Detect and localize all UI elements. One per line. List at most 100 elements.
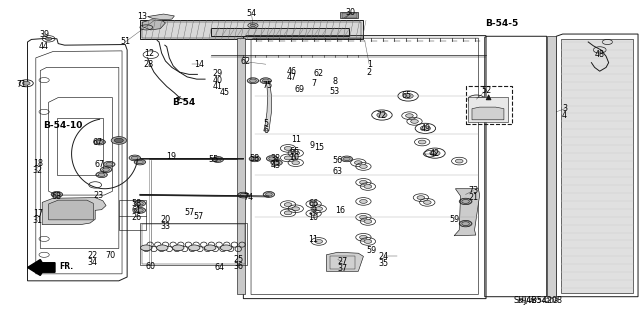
Text: 26: 26 <box>131 213 141 222</box>
Bar <box>466 86 511 124</box>
Text: 24: 24 <box>379 252 389 261</box>
Polygon shape <box>143 20 166 30</box>
Text: 10: 10 <box>289 153 300 162</box>
Circle shape <box>45 37 52 41</box>
Circle shape <box>136 202 143 205</box>
Circle shape <box>417 196 425 199</box>
Circle shape <box>315 240 323 243</box>
Circle shape <box>424 200 431 204</box>
Text: 49: 49 <box>420 124 431 133</box>
Text: 9: 9 <box>311 206 316 215</box>
Circle shape <box>360 215 367 219</box>
Text: 69: 69 <box>294 85 305 94</box>
Text: 15: 15 <box>314 143 324 152</box>
Text: 11: 11 <box>308 235 319 244</box>
Bar <box>342 13 357 18</box>
Bar <box>143 22 361 38</box>
Text: 74: 74 <box>243 193 253 202</box>
Text: 47: 47 <box>286 73 296 82</box>
Bar <box>547 36 556 297</box>
Circle shape <box>98 173 105 176</box>
Text: 51: 51 <box>120 38 131 47</box>
Polygon shape <box>454 189 479 236</box>
Circle shape <box>360 165 367 168</box>
Text: 57: 57 <box>184 208 194 217</box>
Circle shape <box>292 151 300 155</box>
Circle shape <box>284 211 292 215</box>
Text: 2: 2 <box>367 68 372 77</box>
Text: 73: 73 <box>468 186 478 195</box>
Text: 46: 46 <box>286 67 296 76</box>
Text: 20: 20 <box>161 215 170 224</box>
Circle shape <box>456 159 463 163</box>
Text: 54: 54 <box>246 9 257 18</box>
Text: 22: 22 <box>87 251 97 260</box>
Text: SHJ4B54208: SHJ4B54208 <box>514 296 563 305</box>
Circle shape <box>315 207 323 211</box>
Polygon shape <box>326 252 364 271</box>
Text: 30: 30 <box>346 8 356 17</box>
Circle shape <box>310 202 317 206</box>
Text: B-54-10: B-54-10 <box>44 121 83 130</box>
Circle shape <box>344 157 350 160</box>
Text: 6: 6 <box>263 126 268 135</box>
Circle shape <box>364 185 372 189</box>
Bar <box>57 118 103 175</box>
Text: 14: 14 <box>194 60 204 69</box>
Text: 58: 58 <box>131 199 141 208</box>
Bar <box>140 223 247 265</box>
Text: 3: 3 <box>562 104 567 113</box>
Text: 11: 11 <box>291 135 301 144</box>
Text: 8: 8 <box>332 77 337 86</box>
Text: 48: 48 <box>595 49 605 59</box>
Text: 28: 28 <box>144 60 154 69</box>
Text: 59: 59 <box>366 246 376 255</box>
Circle shape <box>273 161 280 164</box>
Bar <box>140 20 364 40</box>
Polygon shape <box>28 260 55 275</box>
Ellipse shape <box>469 98 492 107</box>
Text: 62: 62 <box>240 57 250 66</box>
Circle shape <box>157 245 168 251</box>
Text: 58: 58 <box>250 154 260 163</box>
Text: 33: 33 <box>161 222 170 231</box>
Circle shape <box>188 245 200 251</box>
Circle shape <box>266 193 273 196</box>
Circle shape <box>250 79 257 82</box>
Circle shape <box>136 209 143 212</box>
Circle shape <box>106 163 113 166</box>
Text: 75: 75 <box>262 81 273 90</box>
Text: 19: 19 <box>166 152 176 161</box>
Circle shape <box>403 93 413 99</box>
Text: 63: 63 <box>333 167 343 176</box>
Circle shape <box>115 138 124 143</box>
Text: 66: 66 <box>289 147 300 156</box>
Bar <box>561 39 633 293</box>
Text: 65: 65 <box>401 92 412 100</box>
Bar <box>237 38 244 294</box>
Text: 9: 9 <box>310 141 315 150</box>
Circle shape <box>262 79 269 82</box>
Circle shape <box>377 113 387 118</box>
Polygon shape <box>472 107 504 120</box>
Text: 34: 34 <box>87 258 97 267</box>
Circle shape <box>250 24 255 27</box>
Bar <box>119 200 146 230</box>
Text: 4: 4 <box>562 111 567 120</box>
Circle shape <box>204 245 216 251</box>
Circle shape <box>240 193 247 197</box>
Text: 57: 57 <box>193 211 204 220</box>
Text: 66: 66 <box>308 199 319 208</box>
Text: FR.: FR. <box>60 262 74 271</box>
Circle shape <box>54 193 60 196</box>
Text: 67: 67 <box>93 137 103 146</box>
Polygon shape <box>49 200 93 220</box>
Text: 68: 68 <box>52 191 62 201</box>
Text: 5: 5 <box>263 119 268 128</box>
Text: 1: 1 <box>367 60 372 69</box>
Circle shape <box>214 158 221 161</box>
Text: 45: 45 <box>219 88 229 97</box>
Circle shape <box>406 114 413 118</box>
Text: 27: 27 <box>337 257 348 266</box>
Circle shape <box>355 161 362 165</box>
